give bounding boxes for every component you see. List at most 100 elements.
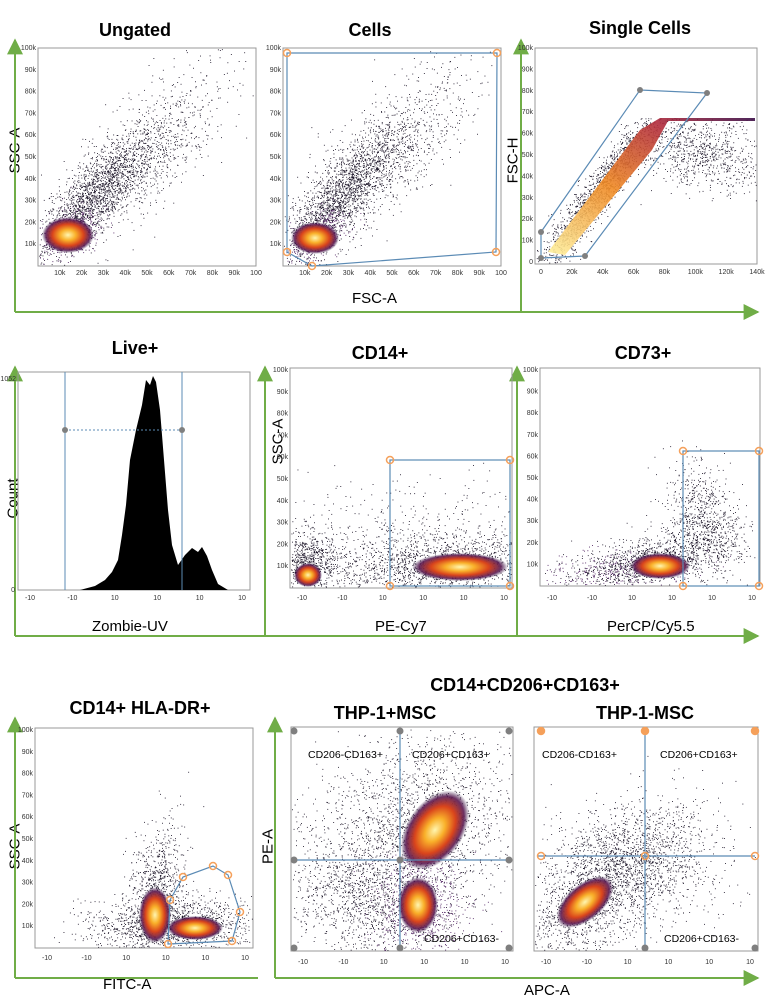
- ungated-y-tick: 60k: [25, 132, 37, 139]
- cd14-y-tick: 20k: [277, 541, 289, 548]
- log-x-tick: -10: [547, 595, 557, 602]
- xlabel-cd14: PE-Cy7: [375, 618, 427, 635]
- single-y-tick: 10k: [522, 238, 534, 245]
- log-x-tick: -10: [82, 955, 92, 962]
- log-x-tick: 10: [748, 595, 756, 602]
- cd73-gate: [682, 450, 760, 587]
- hladr-y-tick: 60k: [22, 814, 34, 821]
- log-x-tick: -10: [42, 955, 52, 962]
- title-thp1-msc-plus: THP-1+MSC: [320, 703, 450, 724]
- cd14-y-tick: 30k: [277, 520, 289, 527]
- single-y-tick: 100k: [518, 45, 534, 52]
- cd73-y-tick: 70k: [527, 432, 539, 439]
- log-x-tick: 10: [665, 959, 673, 966]
- log-x-tick: 10: [501, 959, 509, 966]
- single-y-tick: 50k: [522, 152, 534, 159]
- cells-x-tick: 40k: [365, 270, 377, 277]
- cd14-y-tick: 40k: [277, 498, 289, 505]
- tick-labels: 10k 20k 30k 40k 50k 60k 70k 80k 90k 10010k20k30k4…: [0, 45, 765, 966]
- quad-label-minus-lr: CD206+CD163-: [664, 933, 739, 945]
- single-y-tick: 80k: [522, 88, 534, 95]
- ungated-x-tick: 70k: [185, 270, 197, 277]
- single-x-tick: 120k: [719, 269, 735, 276]
- single-x-tick: 140k: [749, 269, 765, 276]
- title-cd73: CD73+: [603, 343, 683, 364]
- ungated-x-tick: 100: [250, 270, 262, 277]
- ungated-x-tick: 20k: [76, 270, 88, 277]
- title-live: Live+: [95, 338, 175, 359]
- hladr-gate: [167, 865, 241, 945]
- gates: [167, 52, 760, 948]
- ungated-y-tick: 90k: [25, 67, 37, 74]
- log-x-tick: 10: [461, 959, 469, 966]
- ungated-y-tick: 50k: [25, 154, 37, 161]
- single-y-tick: 90k: [522, 66, 534, 73]
- gate-handles: [163, 48, 764, 949]
- cells-x-tick: 20k: [321, 270, 333, 277]
- log-x-tick: 10: [379, 595, 387, 602]
- cd14-y-tick: 50k: [277, 476, 289, 483]
- log-x-tick: -10: [541, 959, 551, 966]
- cd73-y-tick: 30k: [527, 518, 539, 525]
- log-x-tick: 10: [122, 955, 130, 962]
- single-x-tick: 0: [539, 269, 543, 276]
- single-y-tick: 40k: [522, 173, 534, 180]
- cd73-y-tick: 40k: [527, 497, 539, 504]
- log-x-tick: -10: [587, 595, 597, 602]
- log-x-tick: 10: [420, 959, 428, 966]
- cd14-y-tick: 90k: [277, 389, 289, 396]
- ungated-x-tick: 40k: [120, 270, 132, 277]
- ungated-y-tick: 30k: [25, 198, 37, 205]
- cd14-y-tick: 80k: [277, 411, 289, 418]
- ungated-x-tick: 30k: [98, 270, 110, 277]
- single-y-tick: 0: [529, 259, 533, 266]
- log-x-tick: -10: [297, 595, 307, 602]
- single-cells-gate: [540, 89, 709, 259]
- cells-y-tick: 50k: [270, 154, 282, 161]
- cd14-y-tick: 10k: [277, 563, 289, 570]
- cells-y-tick: 80k: [270, 89, 282, 96]
- log-x-tick: 10: [241, 955, 249, 962]
- xlabel-cd14-hladr: FITC-A: [103, 976, 151, 993]
- xlabel-cd73: PerCP/Cy5.5: [607, 618, 695, 635]
- hladr-y-tick: 70k: [22, 792, 34, 799]
- cd73-y-tick: 20k: [527, 540, 539, 547]
- quad-label-minus-ul: CD206-CD163+: [542, 749, 617, 761]
- gate-handles-gray: [290, 87, 759, 952]
- hladr-y-tick: 50k: [22, 836, 34, 843]
- ungated-y-tick: 10k: [25, 241, 37, 248]
- single-x-tick: 20k: [566, 269, 578, 276]
- cd73-y-tick: 50k: [527, 475, 539, 482]
- cells-y-tick: 100k: [266, 45, 282, 52]
- single-x-tick: 40k: [597, 269, 609, 276]
- log-x-tick: 10: [705, 959, 713, 966]
- cells-x-tick: 30k: [343, 270, 355, 277]
- ungated-y-tick: 100k: [21, 45, 37, 52]
- density-blobs: [42, 118, 755, 943]
- title-single-cells: Single Cells: [570, 18, 710, 39]
- quad-label-minus-ur: CD206+CD163+: [660, 749, 738, 761]
- log-x-tick: -10: [338, 959, 348, 966]
- quad-label-plus-lr: CD206+CD163-: [424, 933, 499, 945]
- log-x-tick: -10: [337, 595, 347, 602]
- log-x-tick: -10: [25, 595, 35, 602]
- live-y-tick: 1052: [0, 376, 16, 383]
- ungated-x-tick: 60k: [163, 270, 175, 277]
- cells-x-tick: 100: [495, 270, 507, 277]
- ungated-x-tick: 80k: [207, 270, 219, 277]
- log-x-tick: 10: [746, 959, 754, 966]
- single-y-tick: 30k: [522, 195, 534, 202]
- log-x-tick: 10: [500, 595, 508, 602]
- hladr-y-tick: 40k: [22, 858, 34, 865]
- cd73-y-tick: 90k: [527, 389, 539, 396]
- log-x-tick: -10: [67, 595, 77, 602]
- log-x-tick: 10: [624, 959, 632, 966]
- cells-y-tick: 40k: [270, 176, 282, 183]
- hladr-y-tick: 100k: [18, 727, 34, 734]
- ungated-y-tick: 80k: [25, 89, 37, 96]
- single-x-tick: 60k: [628, 269, 640, 276]
- cells-x-tick: 90k: [474, 270, 486, 277]
- quad-label-plus-ul: CD206-CD163+: [308, 749, 383, 761]
- single-x-tick: 80k: [659, 269, 671, 276]
